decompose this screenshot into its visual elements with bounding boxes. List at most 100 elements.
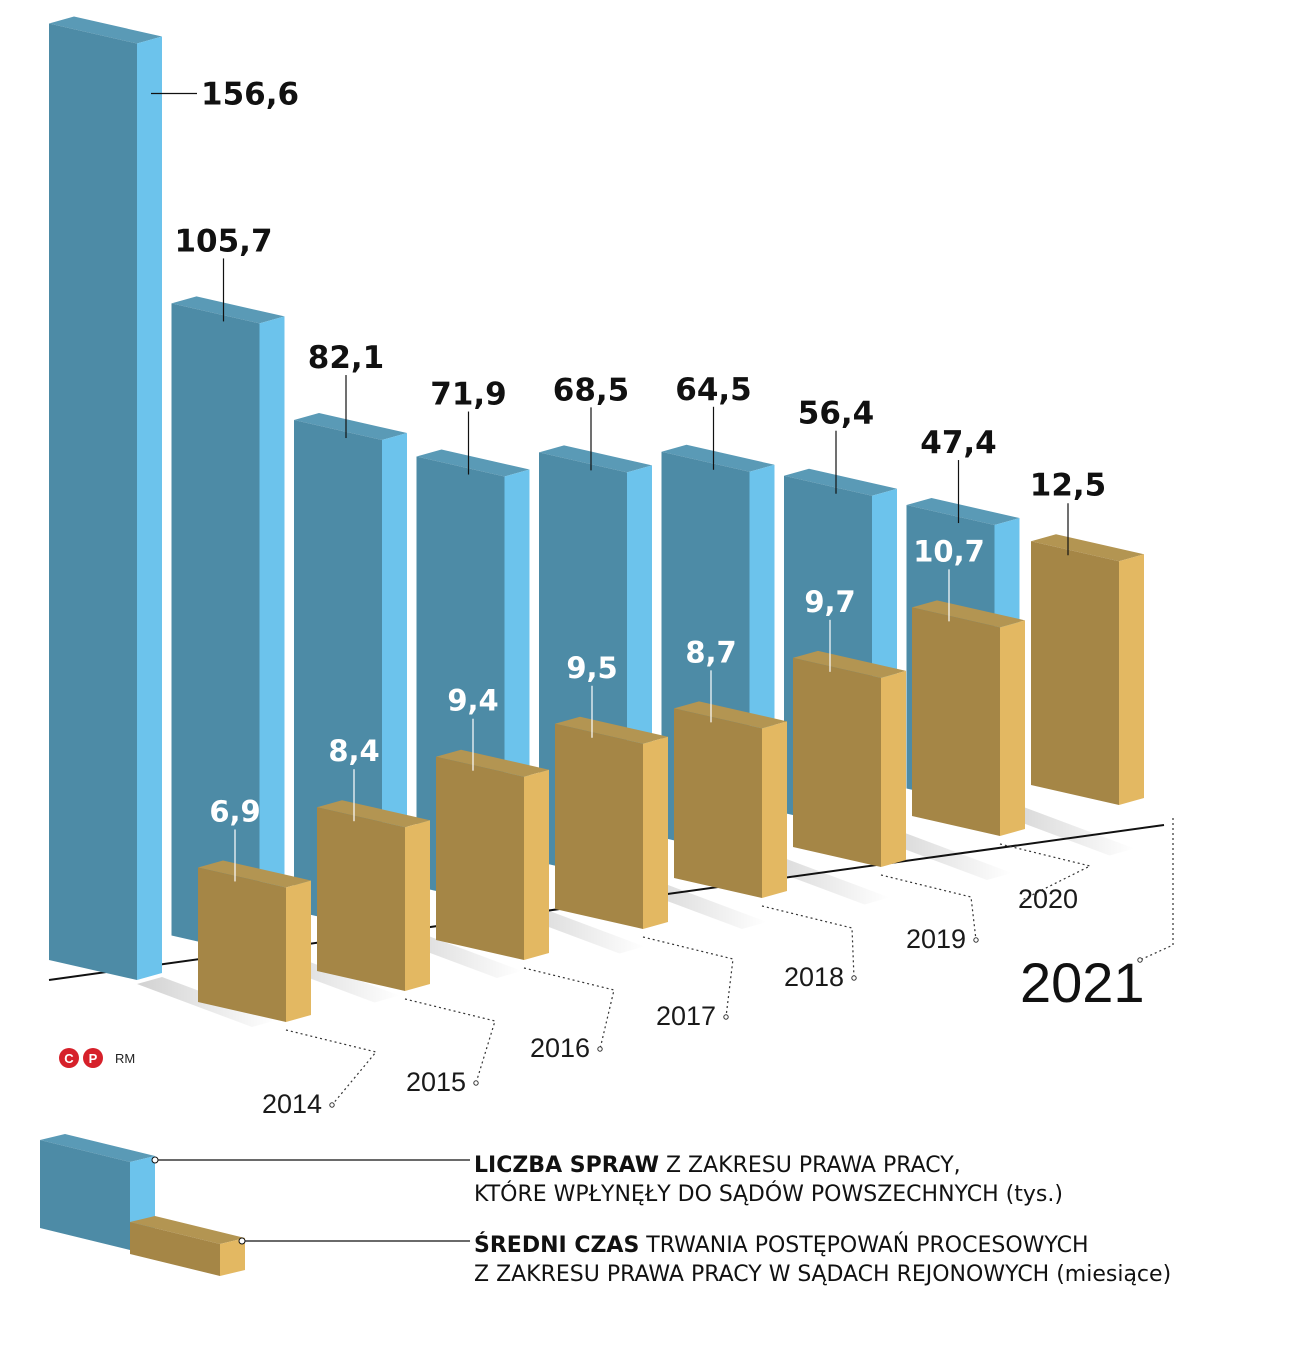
blue-bar-2019-top [661, 444, 775, 472]
value-label-gold: 6,9 [209, 794, 260, 828]
gold-bar-2014-front [198, 867, 286, 1022]
value-label-gold: 10,7 [913, 534, 985, 568]
year-leader-dots [761, 905, 855, 979]
gold-bar-2017-top [555, 716, 668, 744]
value-label-gold: 9,4 [447, 684, 498, 718]
legend-blue-box-top [40, 1134, 155, 1162]
blue-bar-2014 [49, 16, 162, 981]
year-leader-dot [597, 1046, 603, 1052]
value-label-blue: 105,7 [174, 223, 272, 259]
blue-bar-2015-side [259, 316, 285, 956]
value-label-blue: 82,1 [308, 340, 385, 376]
year-label: 2014 [262, 1089, 322, 1119]
gold-bar-2015-side [405, 820, 430, 991]
year-label: 2015 [406, 1067, 466, 1097]
gold-bar-2016 [436, 749, 549, 960]
legend-dot-gold [238, 1237, 246, 1245]
blue-bar-2016-front [294, 420, 382, 931]
blue-bar-2018-top [539, 445, 652, 473]
legend-blue-line2: KTÓRE WPŁYNĘŁY DO SĄDÓW POWSZECHNYCH (ty… [474, 1181, 1063, 1207]
legend-gold-line2: Z ZAKRESU PRAWA PRACY W SĄDACH REJONOWYC… [474, 1262, 1171, 1287]
year-leader-dot [1137, 957, 1143, 963]
year-leader-dot [851, 975, 857, 981]
year-leader-dot [973, 937, 979, 943]
blue-bar-2014-side [137, 36, 162, 981]
gold-bar-2014 [198, 860, 311, 1022]
legend-blue-box-front [40, 1140, 130, 1250]
value-label-blue: 71,9 [430, 377, 507, 413]
year-leader-dots [1139, 818, 1174, 961]
year-leader-dots [404, 998, 496, 1084]
value-label-blue: 56,4 [798, 396, 875, 432]
gold-bar-2020 [912, 600, 1025, 836]
legend-gold-rest: TRWANIA POSTĘPOWAŃ PROCESOWYCH [639, 1232, 1088, 1258]
year-leader-dot [329, 1102, 335, 1108]
year-label: 2020 [1018, 884, 1078, 914]
gold-bar-2017-side [643, 736, 668, 929]
blue-bar-2014-front [49, 23, 137, 981]
gold-bar-2016-top [436, 749, 549, 777]
gold-bar-2018 [674, 701, 787, 898]
gold-bar-2019 [793, 650, 906, 867]
value-label-gold: 9,5 [566, 651, 617, 685]
gold-bar-2018-side [762, 721, 787, 898]
blue-bar-2016-top [294, 413, 407, 441]
blue-bar-2021-top [906, 498, 1020, 526]
blue-bar-2017-top [416, 449, 530, 477]
gold-bar-2016-front [436, 756, 524, 960]
value-label-gold: 9,7 [804, 585, 855, 619]
year-label: 2018 [784, 962, 844, 992]
gold-bar-2014-top [198, 860, 311, 888]
copyright-c-icon [59, 1048, 79, 1068]
gold-bar-2018-top [674, 701, 787, 729]
year-leader-dots [642, 936, 734, 1018]
blue-bar-2015 [171, 296, 285, 956]
legend-gold-line1: ŚREDNI CZAS TRWANIA POSTĘPOWAŃ PROCESOWY… [474, 1232, 1089, 1258]
year-leader-dots [523, 967, 615, 1050]
blue-bar-2014-top [49, 16, 162, 44]
gold-bar-2018-front [674, 708, 762, 898]
value-label-gold: 12,5 [1030, 467, 1107, 503]
year-leader-dots [285, 1029, 378, 1106]
legend-blue-line1: LICZBA SPRAW Z ZAKRESU PRAWA PRACY, [474, 1153, 961, 1178]
legend: LICZBA SPRAW Z ZAKRESU PRAWA PRACY, KTÓRE… [40, 1134, 1171, 1287]
year-label: 2017 [656, 1001, 716, 1031]
bars-layer [49, 16, 1144, 1022]
copyright-p-letter: P [89, 1051, 98, 1066]
blue-bar-2015-front [171, 303, 260, 956]
legend-gold-box-side [220, 1238, 245, 1276]
blue-bar-shadow [994, 805, 1135, 856]
year-leader-dot [723, 1014, 729, 1020]
value-label-blue: 47,4 [920, 425, 997, 461]
copyright-p-icon [83, 1048, 103, 1068]
value-label-blue: 68,5 [553, 372, 630, 408]
year-label: 2016 [530, 1033, 590, 1063]
year-leader-dot [473, 1080, 479, 1086]
year-labels-layer: 2014 2015 2016 2017 2018 2019 2020 2021 [262, 818, 1174, 1119]
gold-bar-2014-side [286, 880, 311, 1022]
gold-bar-2019-top [793, 650, 906, 678]
author-initials: RM [115, 1051, 135, 1066]
gold-bar-2020-top [912, 600, 1025, 628]
credit: C P RM [59, 1048, 135, 1068]
year-label-highlight: 2021 [1020, 951, 1145, 1014]
gold-bar-2019-front [793, 657, 881, 867]
gold-bar-2017 [555, 716, 668, 929]
blue-bar-2016 [294, 413, 407, 931]
year-leader-dots [880, 874, 977, 941]
gold-bar-2015-top [317, 800, 430, 828]
blue-bar-2016-side [382, 433, 407, 931]
legend-gold-box-front [130, 1222, 220, 1276]
value-label-gold: 8,7 [685, 635, 736, 669]
value-label-blue: 64,5 [675, 372, 752, 408]
gold-bar-2020-side [1000, 620, 1025, 836]
value-label-gold: 8,4 [328, 734, 379, 768]
gold-bar-2021-top [1031, 534, 1144, 562]
legend-blue-rest: Z ZAKRESU PRAWA PRACY, [659, 1153, 961, 1178]
gold-bar-2015-front [317, 807, 405, 991]
year-leader-dots [999, 843, 1092, 901]
gold-bar-2021 [1031, 534, 1144, 805]
gold-bar-2021-side [1119, 554, 1144, 805]
legend-dot-blue [151, 1156, 159, 1164]
